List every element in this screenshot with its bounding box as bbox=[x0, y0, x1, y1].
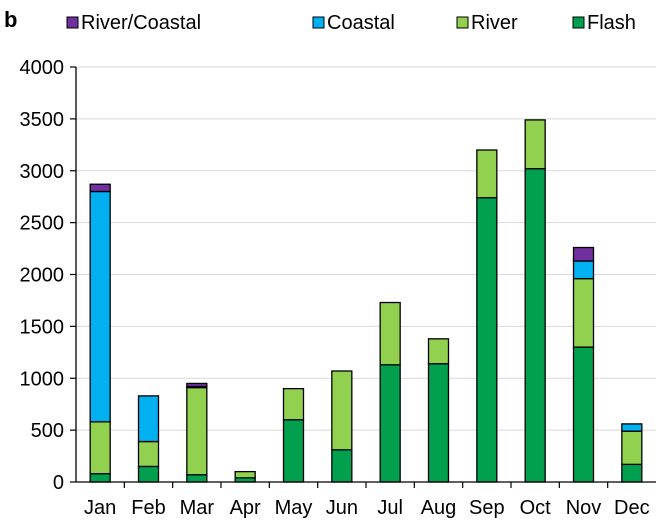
x-tick-label: Feb bbox=[131, 497, 165, 519]
x-tick-label: Aug bbox=[421, 497, 457, 519]
bar-segment-flash-aug bbox=[427, 363, 450, 483]
bar-segment-flash-sep bbox=[476, 197, 498, 483]
x-tick-label: Jul bbox=[377, 497, 403, 519]
legend-swatch-coastal bbox=[312, 16, 325, 29]
bar-segment-river-aug bbox=[427, 338, 450, 365]
x-tick-label: Oct bbox=[520, 497, 552, 519]
y-axis-ticks: 0 500 1000 1500 2000 2500 3000 3500 4000 bbox=[20, 57, 76, 494]
bar-segment-coastal-nov bbox=[572, 260, 595, 280]
panel-label: b bbox=[4, 7, 17, 32]
legend-swatch-river bbox=[456, 16, 469, 29]
bar-segment-river-mar bbox=[186, 386, 208, 476]
x-tick-label: Mar bbox=[180, 497, 215, 519]
bar-segment-river-jun bbox=[331, 370, 353, 451]
legend-label-coastal: Coastal bbox=[327, 12, 395, 34]
bars bbox=[89, 119, 643, 483]
bar-segment-river-sep bbox=[476, 149, 498, 199]
y-tick-label: 1000 bbox=[20, 368, 65, 390]
y-tick-label: 0 bbox=[53, 472, 64, 494]
legend: River/Coastal Coastal River Flash bbox=[66, 12, 636, 34]
x-tick-label: Nov bbox=[566, 497, 602, 519]
gridlines bbox=[76, 66, 656, 431]
x-axis-ticks: Jan Feb Mar Apr May Jun Jul Aug Sep Oct Nov Dec bbox=[84, 482, 650, 519]
bar-segment-river-apr bbox=[234, 470, 256, 479]
bar-segment-river-jan bbox=[89, 421, 111, 475]
bar-segment-flash-jul bbox=[379, 364, 401, 483]
bar-segment-river-nov bbox=[572, 277, 595, 348]
legend-label-river-coastal: River/Coastal bbox=[81, 12, 201, 34]
bar-segment-river-dec bbox=[621, 430, 643, 466]
x-tick-label: Sep bbox=[469, 497, 505, 519]
bar-segment-flash-nov bbox=[572, 346, 595, 483]
x-tick-label: Jan bbox=[84, 497, 116, 519]
bar-segment-flash-dec bbox=[621, 463, 643, 483]
legend-swatch-river-coastal bbox=[66, 16, 79, 29]
x-tick-label: Apr bbox=[230, 497, 261, 519]
bar-segment-flash-may bbox=[282, 419, 305, 483]
bar-segment-river-jul bbox=[379, 301, 401, 366]
bar-segment-river-may bbox=[282, 387, 305, 421]
x-tick-label: Dec bbox=[614, 497, 650, 519]
bar-segment-coastal-feb bbox=[137, 395, 160, 443]
x-tick-label: May bbox=[275, 497, 313, 519]
bar-segment-river-coastal-mar bbox=[186, 382, 208, 388]
bar-segment-flash-jan bbox=[89, 473, 111, 483]
bar-segment-river-coastal-jan bbox=[89, 183, 111, 193]
bar-segment-flash-jun bbox=[331, 449, 353, 483]
y-tick-label: 2500 bbox=[20, 213, 65, 235]
bar-segment-flash-oct bbox=[524, 168, 546, 483]
bar-segment-river-oct bbox=[524, 119, 546, 170]
y-tick-label: 1500 bbox=[20, 316, 65, 338]
legend-label-flash: Flash bbox=[587, 12, 636, 34]
legend-label-river: River bbox=[471, 12, 518, 34]
bar-segment-flash-mar bbox=[186, 474, 208, 483]
legend-swatch-flash bbox=[572, 16, 585, 29]
y-tick-label: 4000 bbox=[20, 57, 65, 79]
bar-segment-flash-feb bbox=[137, 465, 160, 483]
bar-segment-coastal-jan bbox=[89, 190, 111, 423]
y-tick-label: 3500 bbox=[20, 109, 65, 131]
bar-segment-coastal-dec bbox=[621, 423, 643, 432]
y-tick-label: 500 bbox=[31, 420, 64, 442]
y-tick-label: 2000 bbox=[20, 265, 65, 287]
bar-segment-river-coastal-nov bbox=[572, 246, 595, 262]
y-tick-label: 3000 bbox=[20, 161, 65, 183]
bar-segment-river-feb bbox=[137, 440, 160, 468]
x-tick-label: Jun bbox=[326, 497, 358, 519]
